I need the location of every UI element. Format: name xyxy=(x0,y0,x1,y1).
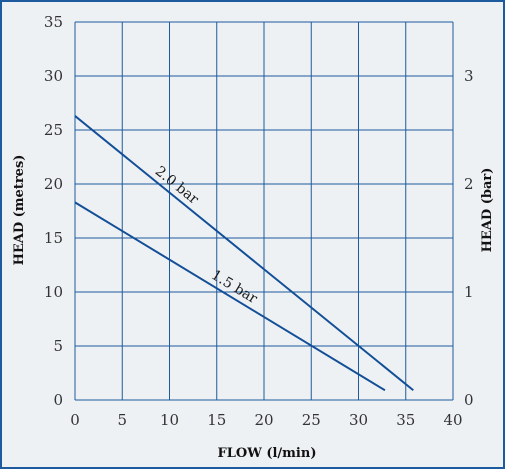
y2-tick-label: 2 xyxy=(464,175,474,193)
x-tick-label: 15 xyxy=(207,411,226,429)
grid-lines xyxy=(74,21,454,401)
y-tick-label: 35 xyxy=(44,13,63,31)
x-tick-label: 35 xyxy=(396,411,415,429)
y-tick-label: 10 xyxy=(44,283,63,301)
series-line xyxy=(74,115,414,392)
x-tick-label: 0 xyxy=(70,411,80,429)
series-line xyxy=(74,201,386,392)
x-tick-label: 5 xyxy=(117,411,127,429)
y2-tick-label: 0 xyxy=(464,391,474,409)
x-tick-label: 25 xyxy=(302,411,321,429)
y2-axis-title: HEAD (bar) xyxy=(480,168,495,253)
y-tick-label: 25 xyxy=(44,121,63,139)
y2-tick-label: 3 xyxy=(464,67,474,85)
x-tick-label: 20 xyxy=(254,411,273,429)
y-tick-label: 0 xyxy=(53,391,63,409)
y-tick-label: 30 xyxy=(44,67,63,85)
y-tick-label: 5 xyxy=(53,337,63,355)
x-tick-label: 30 xyxy=(349,411,368,429)
y-tick-label: 20 xyxy=(44,175,63,193)
y-axis-title: HEAD (metres) xyxy=(12,155,27,266)
x-tick-label: 40 xyxy=(443,411,462,429)
series-layer xyxy=(74,115,414,392)
x-tick-label: 10 xyxy=(160,411,179,429)
x-axis-title: FLOW (l/min) xyxy=(218,446,317,461)
y-tick-label: 15 xyxy=(44,229,63,247)
y2-tick-label: 1 xyxy=(464,283,474,301)
